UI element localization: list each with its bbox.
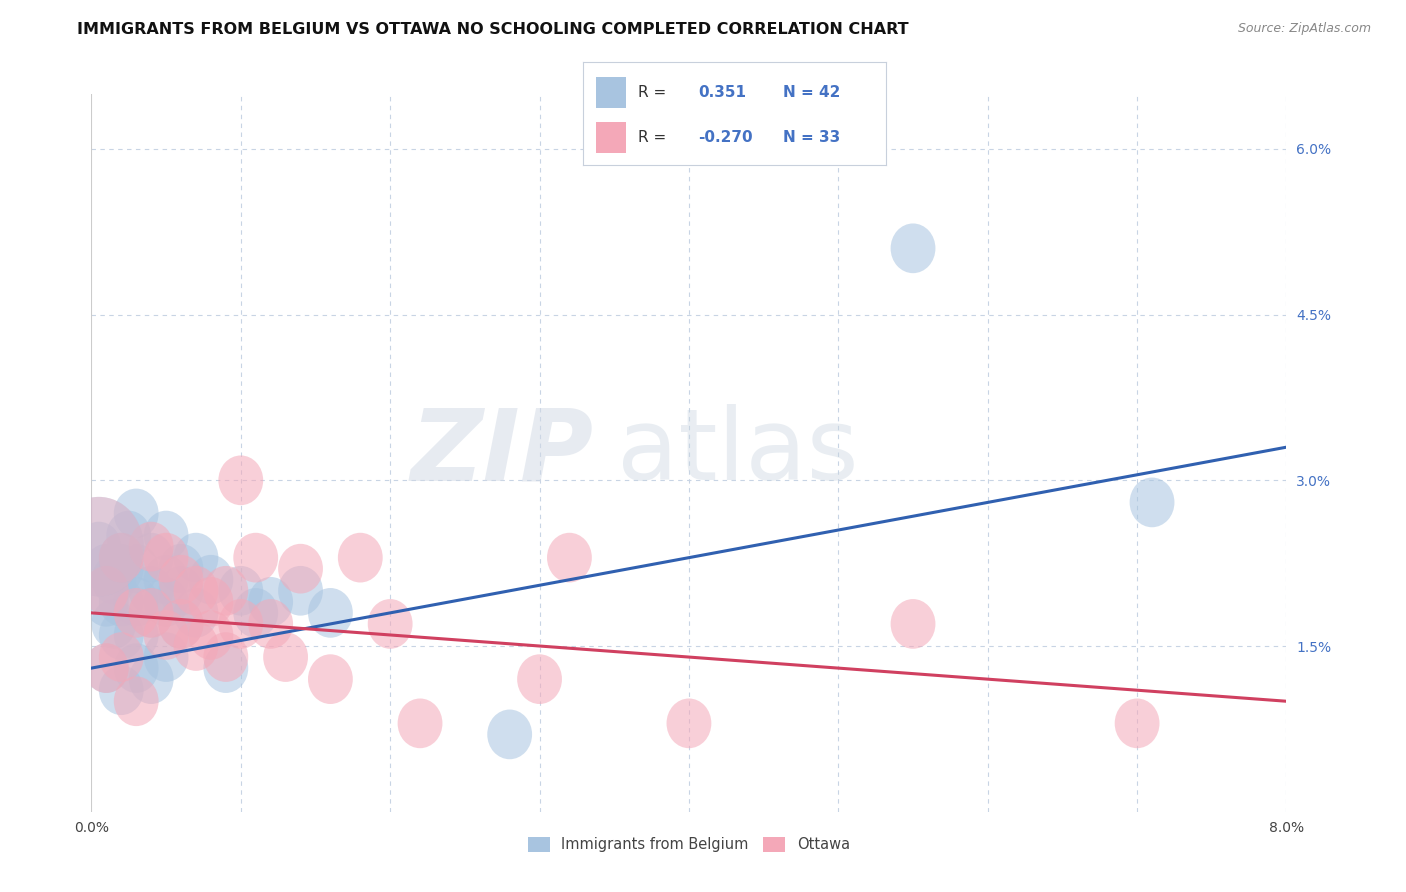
Ellipse shape — [143, 533, 188, 582]
Ellipse shape — [129, 566, 173, 615]
Text: N = 42: N = 42 — [783, 85, 841, 100]
Ellipse shape — [129, 588, 173, 638]
Ellipse shape — [159, 599, 204, 648]
Ellipse shape — [398, 698, 443, 748]
Ellipse shape — [107, 511, 152, 560]
Text: 0.351: 0.351 — [699, 85, 747, 100]
Ellipse shape — [547, 533, 592, 582]
Ellipse shape — [114, 610, 159, 660]
FancyBboxPatch shape — [596, 77, 626, 108]
Ellipse shape — [368, 599, 412, 648]
Ellipse shape — [114, 676, 159, 726]
Ellipse shape — [129, 655, 173, 704]
Ellipse shape — [204, 566, 249, 615]
Ellipse shape — [249, 577, 292, 627]
Ellipse shape — [98, 665, 143, 715]
Ellipse shape — [91, 555, 136, 605]
Ellipse shape — [308, 655, 353, 704]
Ellipse shape — [114, 588, 159, 638]
Ellipse shape — [488, 709, 531, 759]
Ellipse shape — [517, 655, 562, 704]
Ellipse shape — [129, 533, 173, 582]
Ellipse shape — [666, 698, 711, 748]
Ellipse shape — [143, 577, 188, 627]
Ellipse shape — [173, 621, 218, 671]
Text: R =: R = — [638, 85, 666, 100]
Ellipse shape — [337, 533, 382, 582]
Ellipse shape — [98, 610, 143, 660]
Text: Source: ZipAtlas.com: Source: ZipAtlas.com — [1237, 22, 1371, 36]
Ellipse shape — [173, 533, 218, 582]
Ellipse shape — [218, 566, 263, 615]
Ellipse shape — [890, 599, 935, 648]
Ellipse shape — [159, 599, 204, 648]
Ellipse shape — [159, 555, 204, 605]
Ellipse shape — [218, 599, 263, 648]
Ellipse shape — [129, 588, 173, 638]
Text: -0.270: -0.270 — [699, 130, 754, 145]
Ellipse shape — [143, 511, 188, 560]
Text: atlas: atlas — [617, 404, 859, 501]
Ellipse shape — [204, 643, 249, 693]
Ellipse shape — [98, 544, 143, 593]
FancyBboxPatch shape — [596, 122, 626, 153]
Text: IMMIGRANTS FROM BELGIUM VS OTTAWA NO SCHOOLING COMPLETED CORRELATION CHART: IMMIGRANTS FROM BELGIUM VS OTTAWA NO SCH… — [77, 22, 908, 37]
Ellipse shape — [173, 588, 218, 638]
Legend: Immigrants from Belgium, Ottawa: Immigrants from Belgium, Ottawa — [522, 831, 856, 858]
Ellipse shape — [188, 555, 233, 605]
Text: ZIP: ZIP — [411, 404, 593, 501]
Ellipse shape — [84, 643, 129, 693]
Ellipse shape — [204, 632, 249, 681]
Ellipse shape — [233, 533, 278, 582]
Ellipse shape — [53, 497, 143, 597]
Ellipse shape — [53, 497, 143, 597]
Ellipse shape — [188, 610, 233, 660]
Ellipse shape — [218, 456, 263, 505]
Ellipse shape — [278, 544, 323, 593]
Ellipse shape — [278, 566, 323, 615]
Ellipse shape — [98, 577, 143, 627]
Ellipse shape — [98, 533, 143, 582]
Ellipse shape — [98, 632, 143, 681]
Ellipse shape — [91, 599, 136, 648]
Ellipse shape — [84, 643, 129, 693]
Ellipse shape — [129, 522, 173, 572]
Ellipse shape — [188, 577, 233, 627]
Ellipse shape — [143, 555, 188, 605]
Ellipse shape — [84, 544, 129, 593]
Ellipse shape — [1115, 698, 1160, 748]
Ellipse shape — [1129, 477, 1174, 527]
Ellipse shape — [233, 588, 278, 638]
Ellipse shape — [621, 91, 666, 141]
Ellipse shape — [114, 489, 159, 538]
Ellipse shape — [173, 566, 218, 615]
Ellipse shape — [84, 577, 129, 627]
Ellipse shape — [143, 610, 188, 660]
Ellipse shape — [84, 566, 129, 615]
Ellipse shape — [84, 566, 129, 615]
Ellipse shape — [263, 632, 308, 681]
Text: R =: R = — [638, 130, 666, 145]
Ellipse shape — [159, 566, 204, 615]
Ellipse shape — [114, 577, 159, 627]
Ellipse shape — [890, 224, 935, 273]
Ellipse shape — [249, 599, 292, 648]
Ellipse shape — [114, 544, 159, 593]
Ellipse shape — [76, 522, 121, 572]
Ellipse shape — [159, 544, 204, 593]
Ellipse shape — [143, 632, 188, 681]
Ellipse shape — [98, 533, 143, 582]
Text: N = 33: N = 33 — [783, 130, 841, 145]
Ellipse shape — [114, 643, 159, 693]
Ellipse shape — [308, 588, 353, 638]
